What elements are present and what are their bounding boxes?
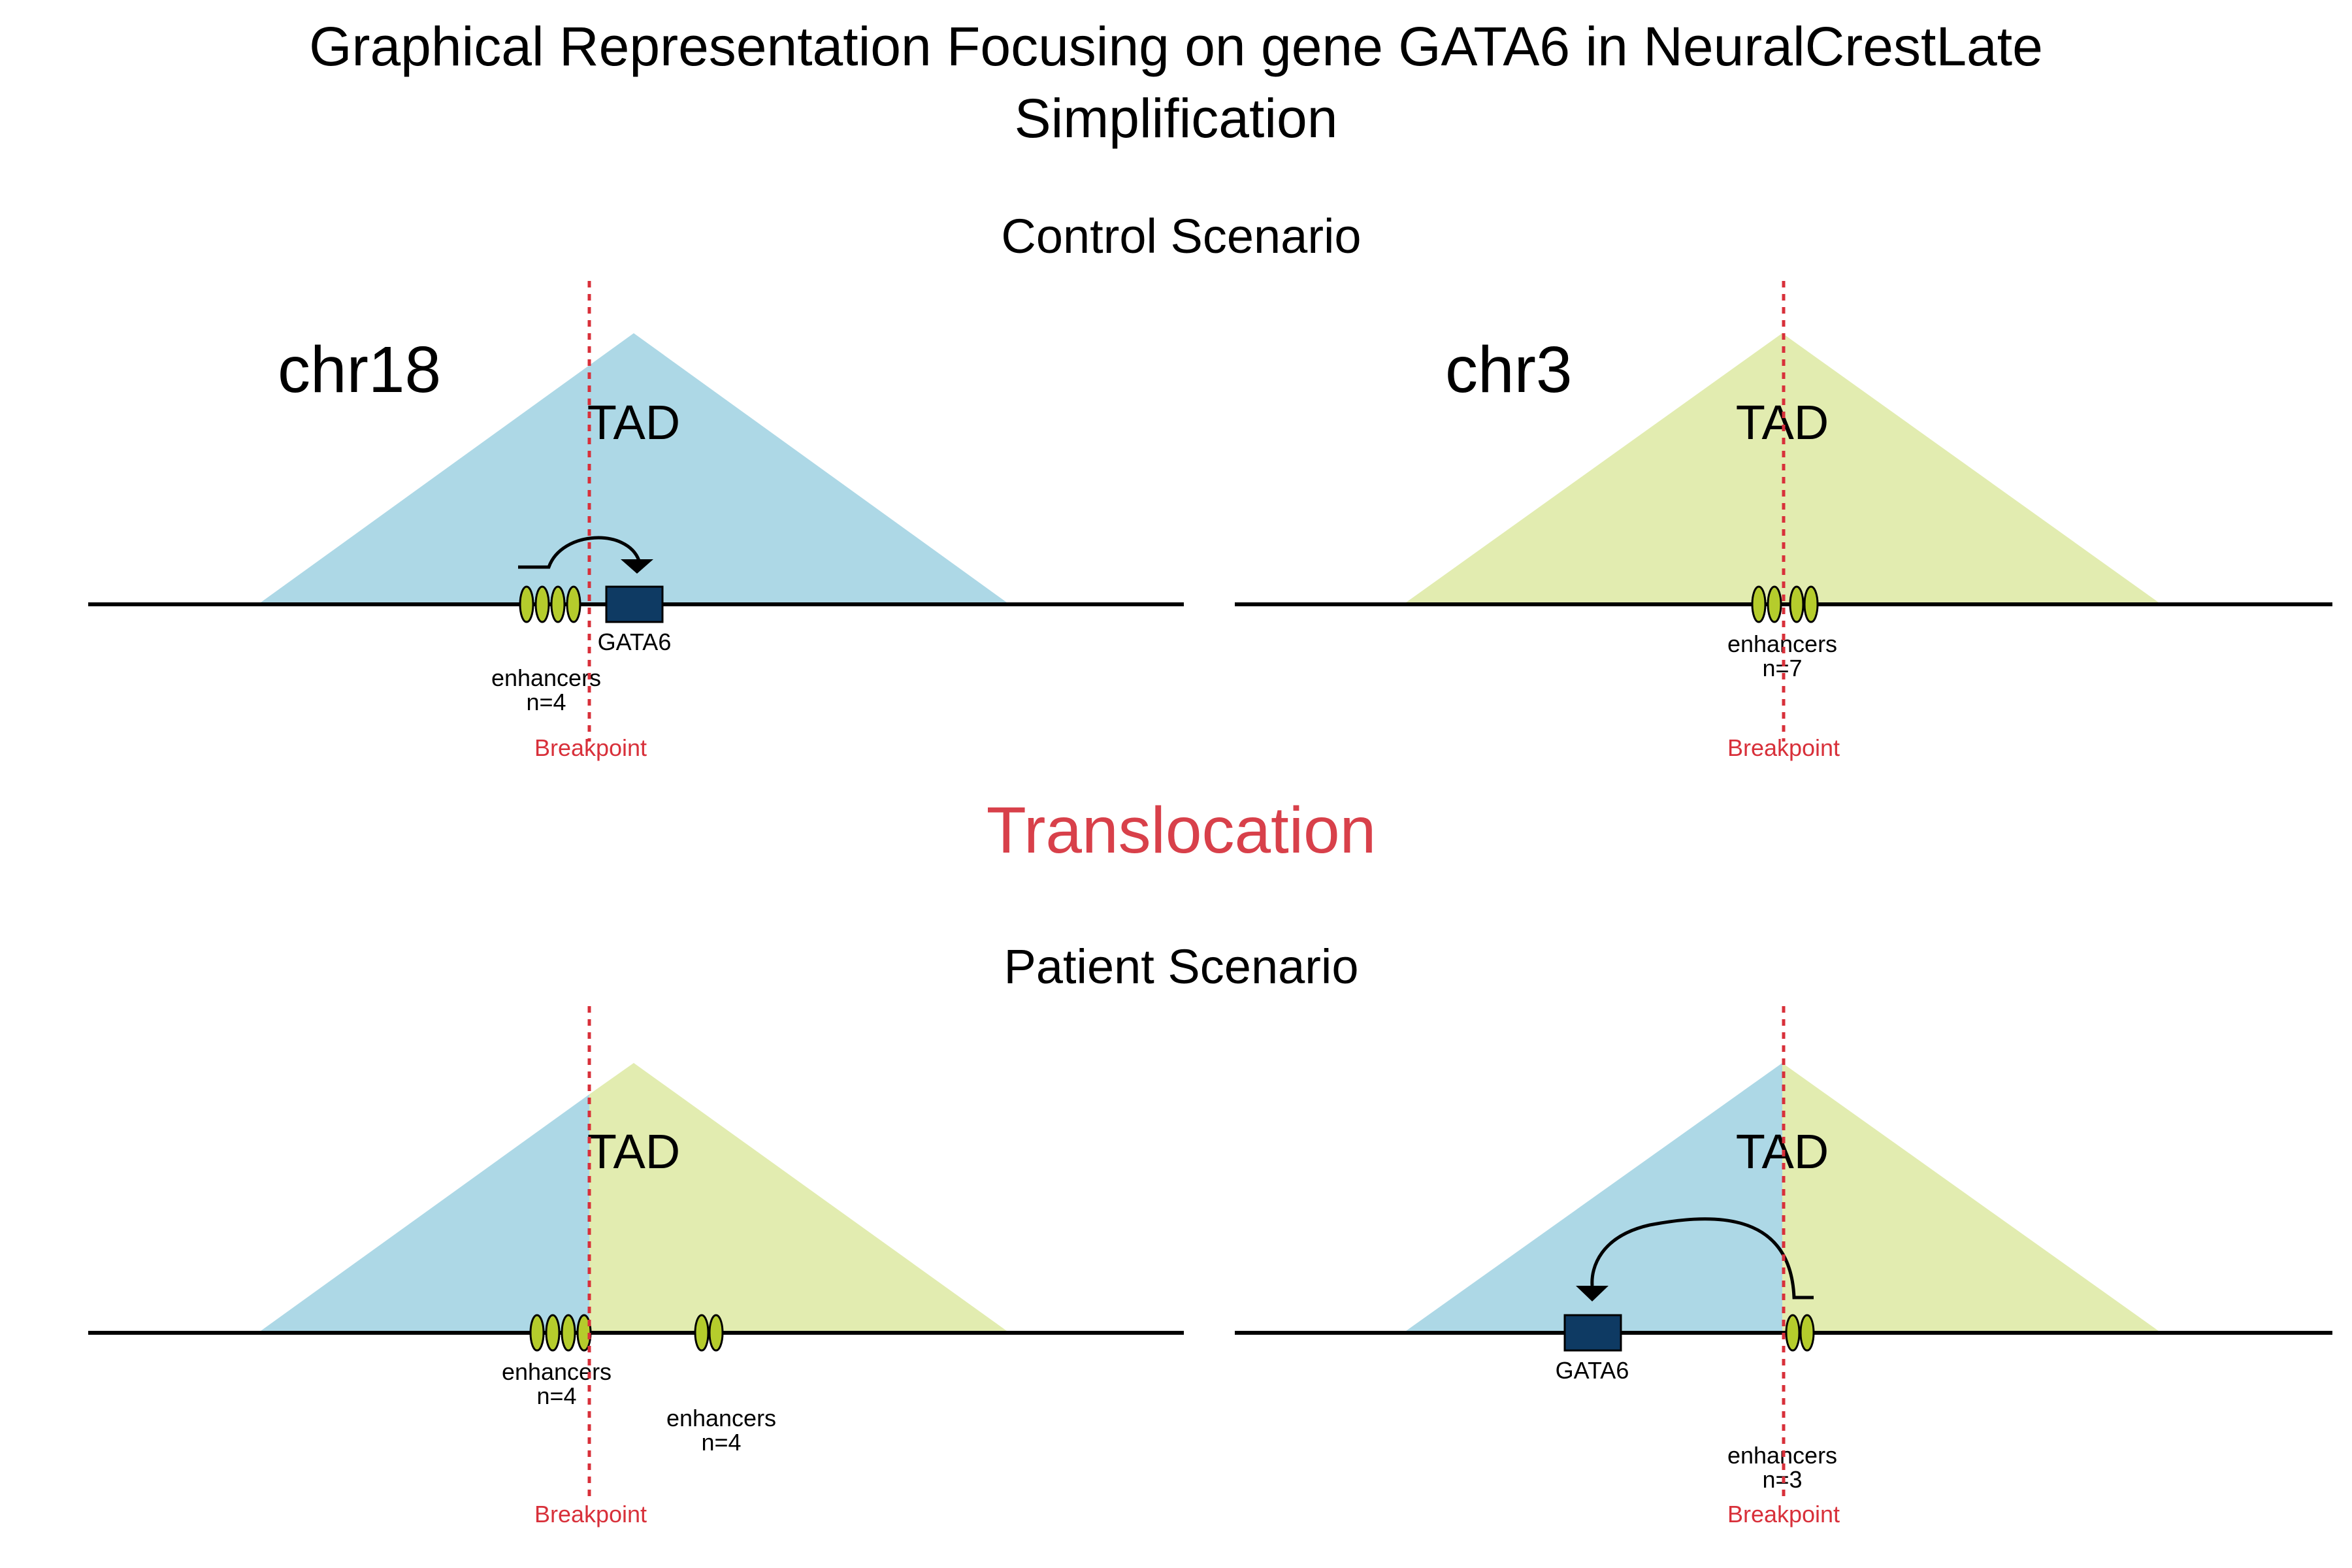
enhancer: [561, 1314, 576, 1352]
enhancer-group: [1785, 1314, 1815, 1352]
chr18-tad-part: [258, 1094, 589, 1333]
breakpoint-label: Breakpoint: [534, 734, 647, 761]
chr18-label: chr18: [278, 333, 441, 406]
enhancer: [708, 1314, 724, 1352]
tad-label: TAD: [587, 395, 681, 449]
enhancers-label: enhancers: [666, 1405, 776, 1431]
regulation-arrow: [1590, 1217, 1814, 1299]
enhancer: [1767, 585, 1782, 623]
enhancer-group: [694, 1314, 724, 1352]
gata6-gene: [1563, 1314, 1622, 1352]
enhancer: [534, 585, 550, 623]
gata6-label: GATA6: [598, 629, 672, 655]
arrowhead: [621, 559, 653, 574]
control-left-panel: chr18 TAD GATA6 enhancers n=4 Breakpoint: [88, 281, 1184, 761]
gata6-label: GATA6: [1556, 1357, 1629, 1384]
enhancer: [519, 585, 534, 623]
enhancer: [545, 1314, 561, 1352]
chr3-tad-part: [589, 1063, 1009, 1333]
control-right-panel: chr3 TAD enhancers n=7 Breakpoint: [1235, 281, 2332, 761]
patient-left-panel: TAD enhancers n=4 enhancers n=4 Breakpoi…: [88, 1006, 1184, 1527]
chr3-tad-part: [1782, 1063, 2161, 1333]
chr18-tad-part: [1403, 1063, 1782, 1333]
arrowhead: [1576, 1286, 1609, 1301]
enhancers-count: n=4: [701, 1429, 741, 1456]
translocation-label: Translocation: [987, 794, 1377, 867]
enhancer: [550, 585, 566, 623]
enhancer: [529, 1314, 545, 1352]
breakpoint-label: Breakpoint: [534, 1501, 647, 1527]
enhancers-count: n=4: [536, 1382, 576, 1409]
breakpoint-label: Breakpoint: [1727, 734, 1840, 761]
regulation-arrow: [518, 536, 641, 569]
enhancers-label: enhancers: [491, 664, 601, 691]
patient-right-panel: TAD GATA6 enhancers n=3 Breakpoint: [1235, 1006, 2332, 1527]
gata6-gene: [605, 585, 664, 623]
enhancer: [1789, 585, 1805, 623]
patient-scenario-title: Patient Scenario: [1004, 939, 1358, 994]
enhancer: [1799, 1314, 1815, 1352]
enhancer-group: [519, 585, 581, 623]
enhancer: [566, 585, 581, 623]
enhancer: [694, 1314, 710, 1352]
breakpoint-label: Breakpoint: [1727, 1501, 1840, 1527]
enhancer: [1785, 1314, 1801, 1352]
control-scenario-title: Control Scenario: [1001, 209, 1361, 263]
enhancer-group: [529, 1314, 592, 1352]
enhancer: [1751, 585, 1767, 623]
chr3-label: chr3: [1445, 333, 1573, 406]
enhancer-group: [1751, 585, 1819, 623]
enhancers-count: n=4: [526, 689, 566, 715]
title-line1: Graphical Representation Focusing on gen…: [309, 16, 2043, 77]
tad-label: TAD: [587, 1124, 681, 1179]
enhancers-label: enhancers: [502, 1358, 612, 1385]
title-line2: Simplification: [1015, 88, 1338, 149]
enhancer: [1803, 585, 1819, 623]
chr18-tad-triangle: [258, 333, 1009, 604]
